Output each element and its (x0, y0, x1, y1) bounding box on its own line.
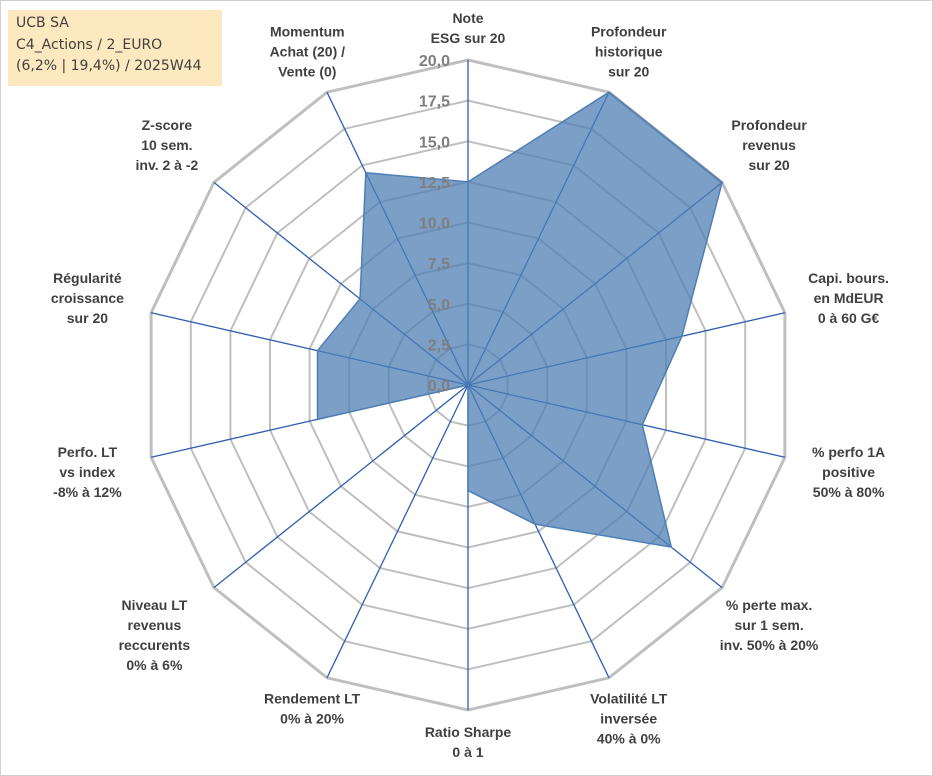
axis-label: Profondeur historique sur 20 (591, 23, 667, 79)
tick-label: 5,0 (428, 297, 450, 314)
series-area (316, 91, 723, 549)
axis-label: Capi. bours. en MdEUR 0 à 60 G€ (808, 270, 889, 326)
tick-label: 15,0 (419, 134, 450, 151)
axis-label: Niveau LT revenus reccurents 0% à 6% (119, 597, 191, 673)
tick-labels: 0,0 2,5 5,0 7,5 10,0 12,5 15,0 17,5 20,0 (419, 53, 450, 395)
axis-label: Régularité croissance sur 20 (51, 270, 124, 326)
tick-label: 12,5 (419, 175, 450, 192)
tick-label: 0,0 (428, 378, 450, 395)
tick-label: 17,5 (419, 94, 450, 111)
tick-label: 7,5 (428, 256, 450, 273)
axis-label: Note ESG sur 20 (431, 10, 506, 46)
axis-label: Momentum Achat (20) / Vente (0) (270, 23, 346, 79)
info-box: UCB SA C4_Actions / 2_EURO (6,2% | 19,4%… (8, 10, 222, 86)
tick-label: 2,5 (428, 337, 450, 354)
axis-label: Ratio Sharpe 0 à 1 (425, 724, 512, 760)
axis-label: Perfo. LT vs index -8% à 12% (53, 444, 122, 500)
info-category: C4_Actions / 2_EURO (16, 36, 163, 53)
series (316, 91, 723, 549)
axis-line (326, 384, 469, 679)
tick-label: 10,0 (419, 216, 450, 233)
axis-label: % perfo 1A positive 50% à 80% (812, 444, 885, 500)
tick-label: 20,0 (419, 53, 450, 70)
info-company: UCB SA (16, 15, 69, 31)
axis-label: Rendement LT 0% à 20% (264, 691, 361, 727)
axis-label: Volatilité LT inversée 40% à 0% (590, 691, 668, 747)
axis-labels: Note ESG sur 20 Profondeur historique sur 20… (51, 10, 889, 760)
info-stats: (6,2% | 19,4%) / 2025W44 (16, 58, 202, 74)
axis-label: Profondeur revenus sur 20 (731, 117, 807, 173)
axis-line (213, 384, 469, 589)
axis-label: % perte max. sur 1 sem. inv. 50% à 20% (720, 597, 819, 653)
axis-label: Z-score 10 sem. inv. 2 à -2 (136, 117, 199, 173)
